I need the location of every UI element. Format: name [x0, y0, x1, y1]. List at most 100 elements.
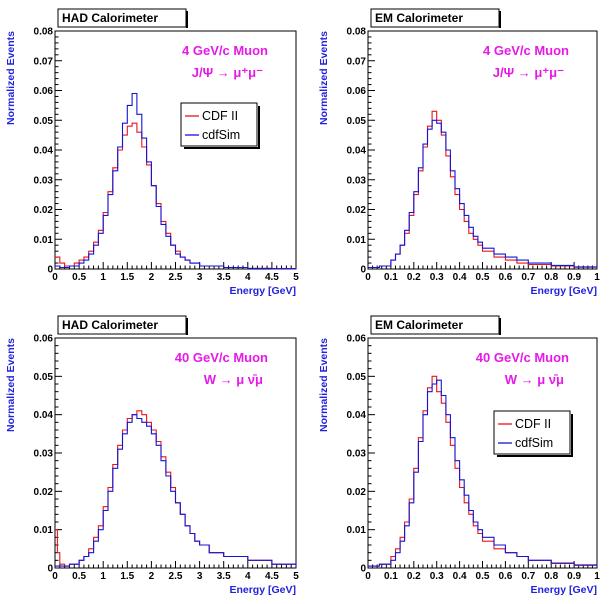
x-tick-label: 0.4 — [453, 272, 467, 283]
y-tick-label: 0.03 — [347, 449, 367, 460]
x-tick-label: 0.3 — [430, 272, 444, 283]
x-axis-title: Energy [GeV] — [229, 584, 296, 596]
energy-annotation: 4 GeV/c Muon — [483, 43, 569, 58]
x-tick-label: 1 — [100, 571, 106, 582]
y-tick-label: 0.02 — [347, 205, 367, 216]
y-tick-label: 0.01 — [347, 235, 367, 246]
x-tick-label: 0.5 — [476, 272, 490, 283]
y-tick-label: 0.02 — [347, 487, 367, 498]
x-tick-label: 2.5 — [169, 272, 183, 283]
process-annotation: W → μ ν̄μ — [204, 372, 263, 387]
process-annotation: W → μ ν̄μ — [505, 372, 564, 387]
legend-frame — [493, 410, 571, 455]
y-tick-label: 0.05 — [347, 116, 367, 127]
x-tick-label: 0.1 — [384, 571, 398, 582]
x-tick-label: 0.5 — [72, 571, 86, 582]
x-tick-label: 0.6 — [498, 272, 512, 283]
x-tick-label: 0.9 — [567, 571, 581, 582]
y-tick-label: 0.01 — [347, 525, 367, 536]
x-tick-label: 5 — [293, 272, 299, 283]
legend-label-cdf: CDF II — [515, 417, 551, 431]
x-tick-label: 1 — [594, 571, 600, 582]
y-tick-label: 0.04 — [347, 410, 367, 421]
legend-label-cdfsim: cdfSim — [202, 128, 240, 142]
x-tick-label: 0.4 — [453, 571, 467, 582]
y-tick-label: 0 — [47, 564, 53, 575]
legend-label-cdfsim: cdfSim — [515, 436, 553, 450]
legend: CDF II cdfSim — [493, 410, 573, 457]
process-annotation: J/Ψ → μ⁺μ⁻ — [192, 65, 263, 80]
x-tick-label: 1 — [100, 272, 106, 283]
x-tick-label: 3.5 — [217, 571, 231, 582]
cdfsim-histogram — [55, 92, 297, 270]
x-tick-label: 2 — [149, 272, 155, 283]
x-tick-label: 3.5 — [217, 272, 231, 283]
y-tick-label: 0.04 — [34, 146, 54, 157]
x-tick-label: 2 — [149, 571, 155, 582]
cdfsim-histogram — [368, 379, 598, 567]
panel-title-box: HAD Calorimeter — [57, 8, 188, 28]
y-tick-label: 0.05 — [34, 116, 54, 127]
process-annotation: J/Ψ → μ⁺μ⁻ — [493, 65, 564, 80]
panel-title-box: HAD Calorimeter — [57, 315, 188, 335]
energy-annotation: 40 GeV/c Muon — [175, 350, 268, 365]
chart-panel-1: 0 0.01 0.02 0.03 0.04 0.05 0.06 0.07 0.08 0 0.5 1 1.… — [5, 8, 299, 297]
x-tick-label: 0.7 — [521, 272, 535, 283]
x-tick-label: 0.2 — [407, 571, 421, 582]
x-tick-label: 0.5 — [72, 272, 86, 283]
x-tick-label: 1 — [594, 272, 600, 283]
x-tick-label: 0 — [52, 571, 58, 582]
x-tick-label: 0.8 — [544, 272, 558, 283]
y-tick-label: 0.04 — [347, 146, 367, 157]
panel-title-box: EM Calorimeter — [370, 315, 501, 335]
y-axis-title: Normalized Events — [318, 338, 330, 432]
y-tick-label: 0 — [47, 265, 53, 276]
x-tick-label: 0.2 — [407, 272, 421, 283]
y-tick-label: 0.08 — [347, 27, 367, 38]
x-axis-title: Energy [GeV] — [530, 285, 597, 297]
y-tick-label: 0.06 — [347, 334, 367, 345]
x-tick-label: 0 — [365, 571, 371, 582]
legend-frame — [180, 102, 258, 147]
panel-title: EM Calorimeter — [375, 318, 463, 332]
y-tick-label: 0.01 — [34, 235, 54, 246]
x-tick-label: 3 — [197, 571, 203, 582]
cdfsim-histogram — [368, 119, 598, 269]
x-tick-label: 0.7 — [521, 571, 535, 582]
plot-frame — [54, 337, 297, 569]
x-tick-label: 0.8 — [544, 571, 558, 582]
y-tick-label: 0.06 — [347, 86, 367, 97]
chart-panel-3: 0 0.01 0.02 0.03 0.04 0.05 0.06 0 0.5 1 1.5 2 2.5 3 3.… — [5, 315, 299, 596]
plot-frame — [54, 30, 297, 270]
x-tick-label: 4 — [245, 272, 251, 283]
y-tick-label: 0.05 — [347, 372, 367, 383]
x-tick-label: 0.9 — [567, 272, 581, 283]
y-axis-title: Normalized Events — [5, 31, 17, 125]
y-tick-label: 0.04 — [34, 410, 54, 421]
x-tick-label: 1.5 — [120, 272, 134, 283]
chart-panel-4: 0 0.01 0.02 0.03 0.04 0.05 0.06 0 0.1 0.2 0.3 0.4 0.… — [318, 315, 600, 596]
x-tick-label: 0 — [365, 272, 371, 283]
y-tick-label: 0.06 — [34, 86, 54, 97]
panel-title: HAD Calorimeter — [62, 11, 158, 25]
legend-label-cdf: CDF II — [202, 109, 238, 123]
y-tick-label: 0.03 — [34, 449, 54, 460]
cdfsim-histogram — [55, 414, 297, 567]
x-axis-title: Energy [GeV] — [530, 584, 597, 596]
y-tick-label: 0.01 — [34, 525, 54, 536]
x-tick-label: 5 — [293, 571, 299, 582]
y-tick-label: 0.02 — [34, 487, 54, 498]
x-tick-label: 3 — [197, 272, 203, 283]
y-tick-label: 0.03 — [34, 175, 54, 186]
x-tick-label: 2.5 — [169, 571, 183, 582]
x-tick-label: 0.1 — [384, 272, 398, 283]
y-tick-label: 0 — [360, 564, 366, 575]
energy-annotation: 40 GeV/c Muon — [476, 350, 569, 365]
y-tick-label: 0.07 — [34, 56, 54, 67]
y-axis-title: Normalized Events — [318, 31, 330, 125]
legend: CDF II cdfSim — [180, 102, 260, 149]
panel-title-box: EM Calorimeter — [370, 8, 501, 28]
x-tick-label: 4.5 — [265, 571, 279, 582]
